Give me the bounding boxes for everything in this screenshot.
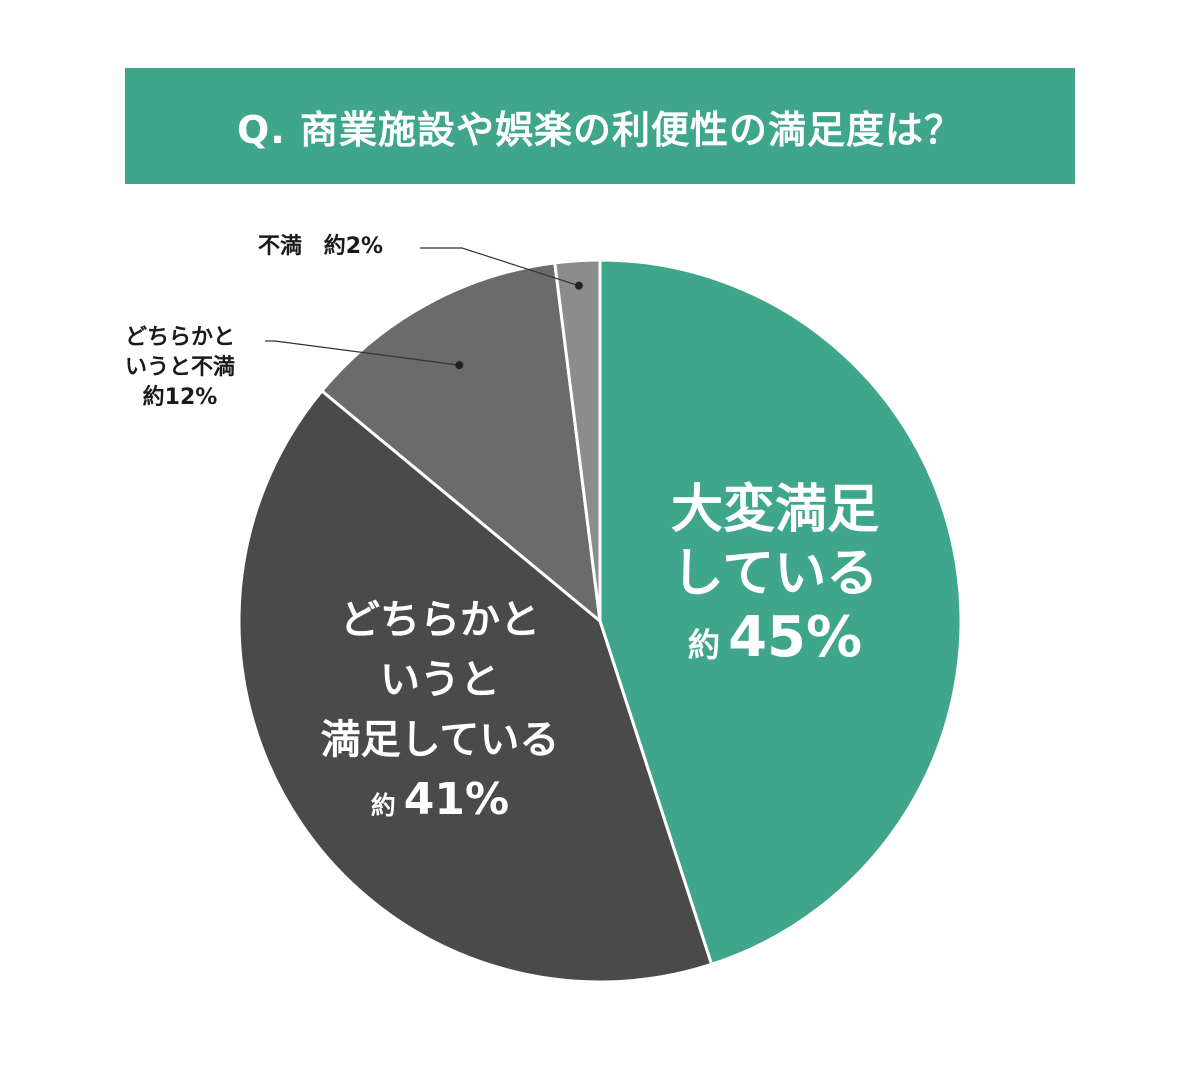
pie-slice-somewhat-satisfied bbox=[237, 389, 714, 984]
slice-label-line: している bbox=[671, 544, 879, 604]
slice-label-line: 大変満足 bbox=[670, 480, 879, 540]
slice-label-very-satisfied: 大変満足 している 約 45% bbox=[625, 478, 925, 677]
pie-slice-dissatisfied bbox=[553, 258, 602, 623]
pie-slice-very-satisfied bbox=[598, 258, 963, 966]
slice-value-label: 2% bbox=[345, 234, 384, 259]
slice-label-dissatisfied: 不満 約2% bbox=[258, 232, 383, 262]
slice-label-line: どちらかと bbox=[124, 325, 235, 350]
value-prefix: 約 bbox=[687, 626, 721, 664]
slice-label-somewhat-dissatisfied: どちらかと いうと不満 約12% bbox=[80, 323, 280, 413]
leader-line-dissatisfied bbox=[420, 247, 580, 287]
slice-value-label: 45% bbox=[728, 605, 863, 670]
slice-label-somewhat-satisfied: どちらかと いうと 満足している 約 41% bbox=[270, 590, 610, 836]
slice-label-line: いうと bbox=[380, 657, 500, 703]
slice-label-line: 満足している bbox=[320, 717, 560, 763]
value-prefix: 約 bbox=[323, 234, 346, 259]
leader-line-dissatisfied-dot bbox=[574, 281, 583, 290]
slice-label-line: どちらかと bbox=[340, 597, 540, 643]
leader-line-somewhat-dissatisfied bbox=[265, 340, 460, 366]
slice-value-label: 41% bbox=[403, 774, 510, 825]
leader-line-somewhat-dissatisfied-dot bbox=[455, 361, 464, 370]
pie-slice-somewhat-dissatisfied bbox=[320, 261, 602, 623]
value-prefix: 約 bbox=[370, 791, 396, 820]
slice-label-line: いうと不満 bbox=[124, 355, 235, 380]
chart-title: Q. 商業施設や娯楽の利便性の満足度は？ bbox=[237, 107, 963, 152]
slice-label-line: 不満 bbox=[258, 234, 303, 259]
chart-title-banner: Q. 商業施設や娯楽の利便性の満足度は？ bbox=[125, 68, 1075, 184]
value-prefix: 約 bbox=[142, 385, 165, 410]
slice-value-label: 12% bbox=[164, 385, 218, 410]
